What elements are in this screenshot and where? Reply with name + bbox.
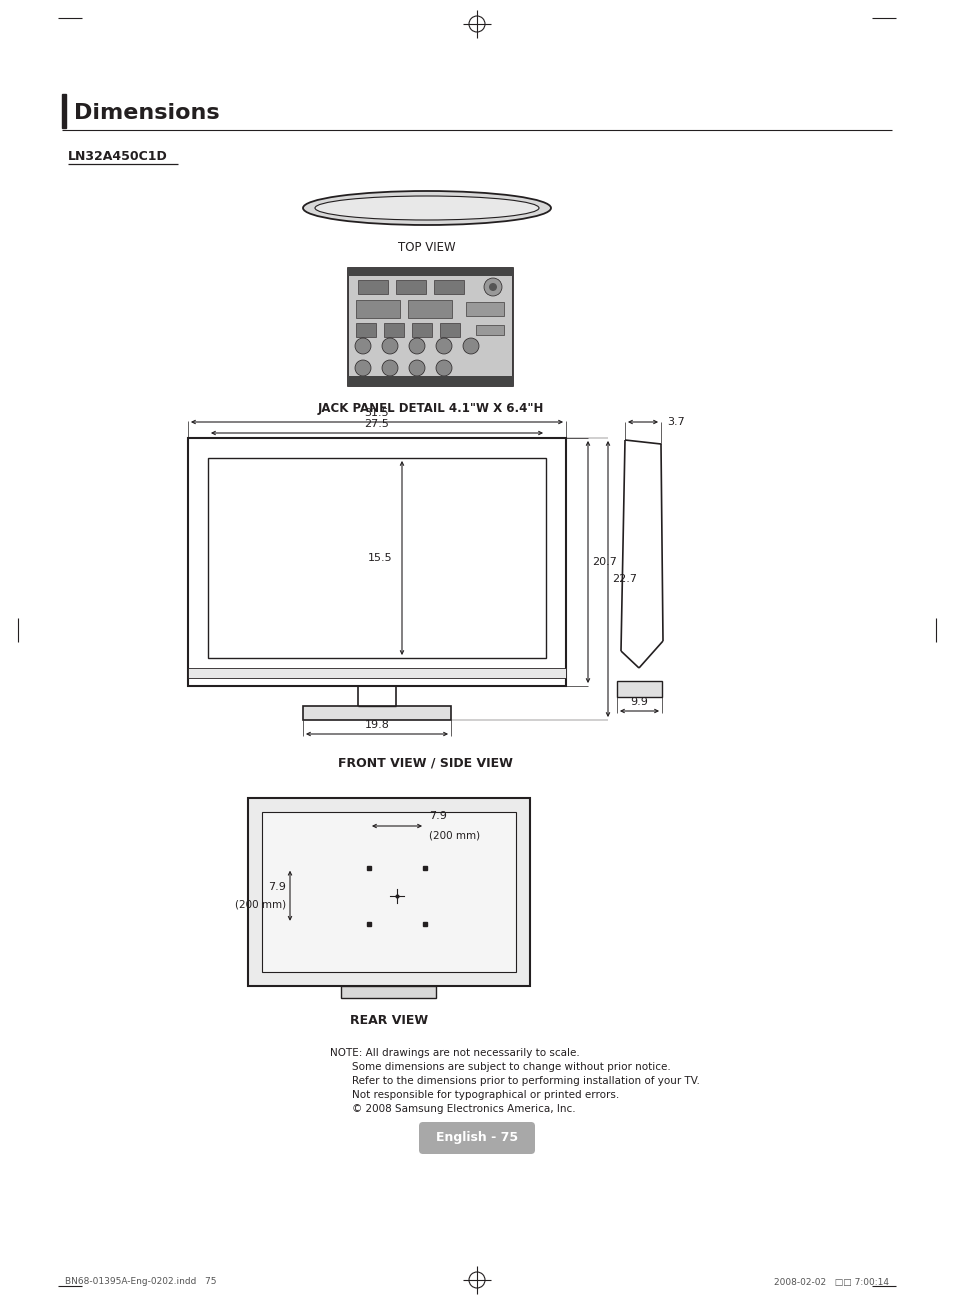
Bar [412,323,432,336]
Bar [341,986,436,998]
Bar [262,812,516,971]
Text: 15.5: 15.5 [367,553,392,563]
FancyBboxPatch shape [418,1121,535,1154]
Bar [188,668,565,678]
Bar [188,438,565,686]
Text: Not responsible for typographical or printed errors.: Not responsible for typographical or pri… [352,1090,618,1101]
Text: 9.9: 9.9 [630,698,648,707]
Text: Refer to the dimensions prior to performing installation of your TV.: Refer to the dimensions prior to perform… [352,1076,700,1086]
Circle shape [355,338,371,353]
Ellipse shape [314,196,538,220]
Text: 19.8: 19.8 [364,720,389,730]
Bar [439,323,459,336]
Text: 20.7: 20.7 [592,557,617,567]
Text: LN32A450C1D: LN32A450C1D [68,150,168,163]
Bar [248,798,530,986]
Text: 2008-02-02   □□ 7:00:14: 2008-02-02 □□ 7:00:14 [773,1278,888,1287]
Bar [384,323,403,336]
Circle shape [381,360,397,376]
Circle shape [355,360,371,376]
Circle shape [409,360,424,376]
Text: JACK PANEL DETAIL 4.1"W X 6.4"H: JACK PANEL DETAIL 4.1"W X 6.4"H [317,402,543,415]
Circle shape [489,283,497,291]
Text: English - 75: English - 75 [436,1132,517,1145]
Text: 7.9: 7.9 [429,811,446,822]
Text: 31.5: 31.5 [364,408,389,419]
Text: NOTE: All drawings are not necessarily to scale.: NOTE: All drawings are not necessarily t… [330,1048,579,1058]
Text: Some dimensions are subject to change without prior notice.: Some dimensions are subject to change wi… [352,1061,670,1072]
Bar [395,280,426,293]
Circle shape [381,338,397,353]
Text: REAR VIEW: REAR VIEW [350,1015,428,1028]
Bar [408,300,452,318]
Text: TOP VIEW: TOP VIEW [397,241,456,254]
Text: © 2008 Samsung Electronics America, Inc.: © 2008 Samsung Electronics America, Inc. [352,1104,575,1114]
Text: 22.7: 22.7 [612,574,637,584]
Bar [357,280,388,293]
Circle shape [462,338,478,353]
Ellipse shape [303,190,551,226]
Circle shape [436,338,452,353]
Text: 7.9: 7.9 [268,883,286,892]
Bar [348,269,513,386]
Bar [208,458,545,659]
Text: (200 mm): (200 mm) [429,831,479,840]
Circle shape [409,338,424,353]
Circle shape [436,360,452,376]
Bar [617,681,661,698]
Bar [348,269,513,276]
Bar [62,94,66,128]
Bar [465,303,503,316]
Bar [348,376,513,386]
Bar [434,280,463,293]
Bar [303,705,451,720]
Bar [355,300,399,318]
Text: FRONT VIEW / SIDE VIEW: FRONT VIEW / SIDE VIEW [337,756,513,769]
Text: 27.5: 27.5 [364,419,389,429]
Text: BN68-01395A-Eng-0202.indd   75: BN68-01395A-Eng-0202.indd 75 [65,1278,216,1287]
Text: 3.7: 3.7 [666,417,684,426]
Circle shape [483,278,501,296]
Text: (200 mm): (200 mm) [234,900,286,909]
Bar [476,325,503,335]
Bar [355,323,375,336]
Text: Dimensions: Dimensions [74,103,219,123]
